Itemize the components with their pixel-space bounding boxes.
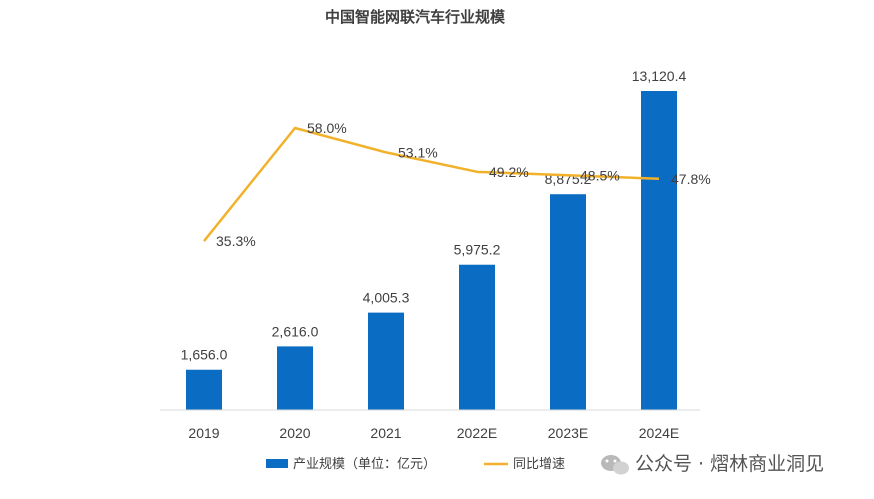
watermark-text: 公众号 · 熠林商业洞见	[635, 453, 824, 475]
bar-2023E	[550, 194, 586, 410]
x-tick-2020: 2020	[279, 425, 310, 441]
x-tick-2021: 2021	[370, 425, 401, 441]
bar-label-2021: 4,005.3	[363, 290, 410, 306]
x-tick-2024E: 2024E	[639, 425, 679, 441]
bar-label-2020: 2,616.0	[272, 323, 319, 339]
bar-series: 1,656.02,616.04,005.35,975.28,875.213,12…	[181, 68, 687, 410]
wechat-icon	[601, 455, 629, 475]
watermark: 公众号 · 熠林商业洞见	[601, 453, 824, 475]
line-label-2024E: 47.8%	[671, 171, 711, 187]
x-tick-2019: 2019	[188, 425, 219, 441]
legend-label-bar: 产业规模（单位：亿元）	[293, 457, 436, 472]
line-label-2022E: 49.2%	[489, 164, 529, 180]
line-label-2020: 58.0%	[307, 120, 347, 136]
growth-line	[203, 126, 660, 242]
x-axis-ticks: 2019 2020 2021 2022E 2023E 2024E	[188, 425, 679, 441]
line-label-2021: 53.1%	[398, 144, 438, 160]
x-tick-2023E: 2023E	[548, 425, 588, 441]
bar-2020	[277, 346, 313, 410]
bar-2022E	[459, 264, 495, 410]
legend: 产业规模（单位：亿元） 同比增速	[266, 457, 565, 472]
bar-label-2024E: 13,120.4	[632, 68, 687, 84]
bar-2021	[368, 312, 404, 410]
bar-label-2022E: 5,975.2	[454, 242, 501, 258]
line-series: 35.3% 58.0% 53.1% 49.2% 48.5% 47.8%	[203, 120, 711, 249]
line-label-2023E: 48.5%	[580, 167, 620, 183]
legend-label-line: 同比增速	[513, 457, 565, 472]
line-label-2019: 35.3%	[216, 233, 256, 249]
bar-2019	[186, 369, 222, 410]
chart-title: 中国智能网联汽车行业规模	[325, 8, 506, 26]
bar-label-2019: 1,656.0	[181, 347, 228, 363]
bar-2024E	[641, 91, 677, 410]
legend-swatch-bar	[266, 459, 288, 468]
x-tick-2022E: 2022E	[457, 425, 497, 441]
